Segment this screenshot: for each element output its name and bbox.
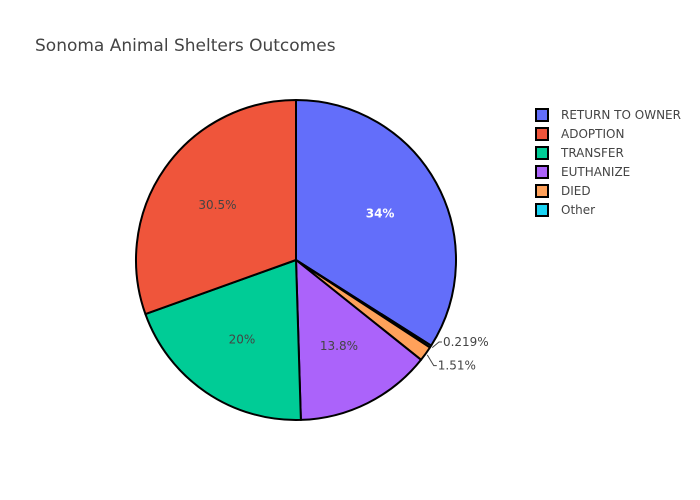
- slice-label-died: 1.51%: [438, 359, 476, 373]
- legend-swatch-other: [535, 203, 549, 217]
- legend-item-other[interactable]: Other: [535, 203, 595, 217]
- legend-item-return-to-owner[interactable]: RETURN TO OWNER: [535, 108, 681, 122]
- pie-slice-adoption[interactable]: [135, 99, 297, 316]
- slice-label-return-to-owner: 34%: [366, 207, 395, 221]
- legend: RETURN TO OWNER ADOPTION TRANSFER EUTHANIZE…: [535, 108, 681, 217]
- legend-swatch-died: [535, 184, 549, 198]
- pie-slices: [135, 99, 457, 421]
- slice-label-euthanize: 13.8%: [320, 339, 358, 353]
- legend-item-died[interactable]: DIED: [535, 184, 591, 198]
- legend-label-euthanize: EUTHANIZE: [561, 165, 630, 179]
- legend-label-return-to-owner: RETURN TO OWNER: [561, 108, 681, 122]
- slice-label-transfer: 20%: [229, 332, 256, 346]
- legend-label-died: DIED: [561, 184, 591, 198]
- legend-swatch-euthanize: [535, 165, 549, 179]
- legend-swatch-adoption: [535, 127, 549, 141]
- leader-line-died: [426, 354, 437, 367]
- pie-slice-transfer[interactable]: [144, 259, 302, 421]
- legend-item-adoption[interactable]: ADOPTION: [535, 127, 624, 141]
- pie-slice-labels: 34% 0.219% 1.51% 13.8% 20% 30.5%: [198, 198, 488, 373]
- legend-swatch-return-to-owner: [535, 108, 549, 122]
- legend-swatch-transfer: [535, 146, 549, 160]
- leader-line-other: [431, 341, 442, 349]
- legend-item-transfer[interactable]: TRANSFER: [535, 146, 624, 160]
- chart-title: Sonoma Animal Shelters Outcomes: [35, 36, 336, 56]
- slice-label-other: 0.219%: [443, 335, 489, 349]
- legend-item-euthanize[interactable]: EUTHANIZE: [535, 165, 630, 179]
- legend-label-transfer: TRANSFER: [560, 146, 624, 160]
- pie-slice-euthanize[interactable]: [295, 259, 423, 421]
- legend-label-other: Other: [561, 203, 595, 217]
- slice-label-adoption: 30.5%: [198, 198, 236, 212]
- legend-label-adoption: ADOPTION: [561, 127, 624, 141]
